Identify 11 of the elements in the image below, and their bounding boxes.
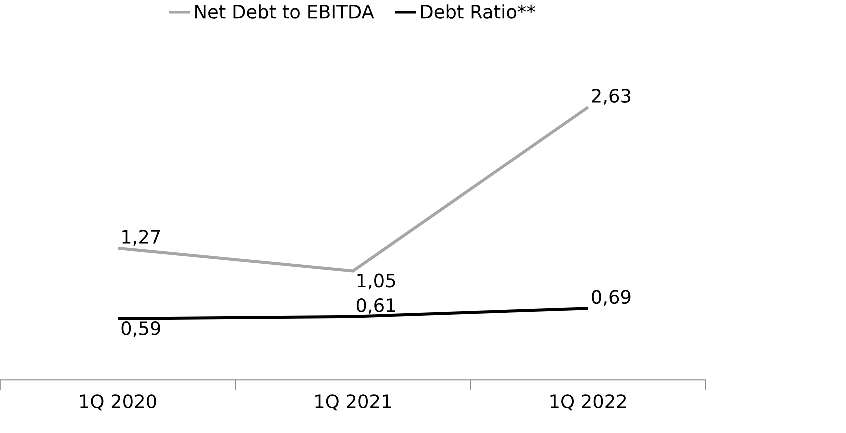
data-label: 1,05: [358, 274, 396, 290]
data-label: 0,61: [356, 298, 396, 314]
data-label: 1,27: [122, 230, 160, 246]
x-tick-label: 1Q 2020: [80, 394, 156, 411]
x-tick-label: 1Q 2022: [550, 394, 626, 411]
data-label: 0,59: [122, 322, 160, 338]
data-label: 2,63: [592, 89, 631, 105]
legend-label: Net Debt to EBITDA: [196, 4, 374, 19]
data-label: 0,69: [592, 290, 631, 306]
legend-label: Debt Ratio**: [421, 4, 536, 19]
x-tick-label: 1Q 2021: [316, 394, 392, 411]
